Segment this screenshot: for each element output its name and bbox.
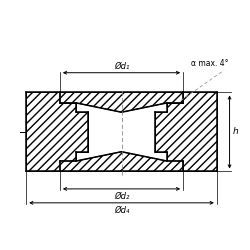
Polygon shape [60, 152, 183, 172]
Polygon shape [155, 92, 217, 172]
Text: h: h [233, 128, 239, 136]
Text: α max. 4°: α max. 4° [191, 59, 228, 68]
Polygon shape [26, 92, 88, 172]
Text: Ød₁: Ød₁ [114, 62, 129, 70]
Text: Ød₄: Ød₄ [114, 206, 129, 214]
Polygon shape [60, 92, 183, 112]
Text: Ød₂: Ød₂ [114, 192, 129, 201]
